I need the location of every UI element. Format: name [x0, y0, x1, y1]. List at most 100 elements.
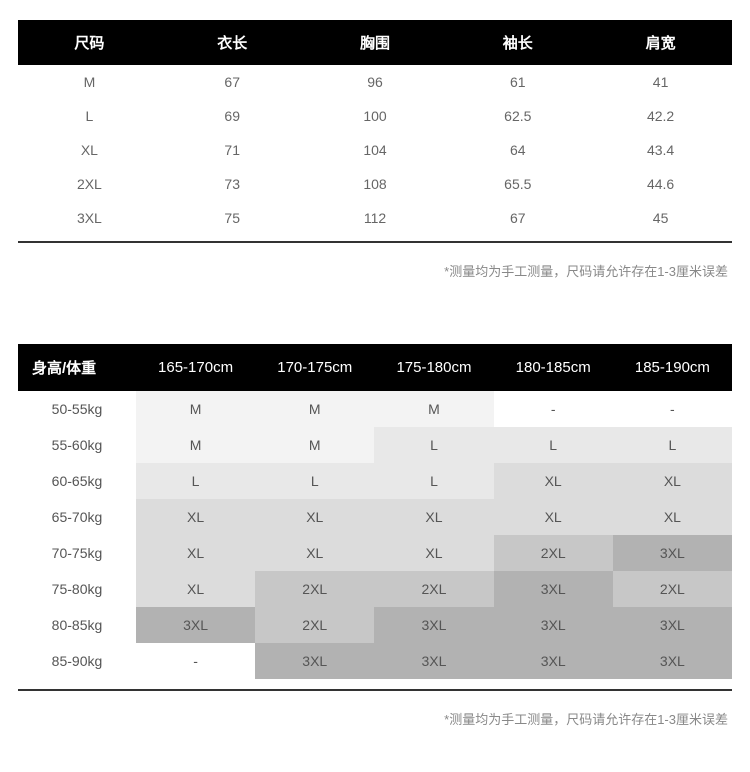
fit-table-cell: M	[136, 391, 255, 427]
fit-table-cell: 2XL	[494, 535, 613, 571]
size-table-row: XL711046443.4	[18, 133, 732, 167]
size-table: 尺码 衣长 胸围 袖长 肩宽 M67966141L6910062.542.2XL…	[18, 20, 732, 235]
fit-table-col-header: 185-190cm	[613, 344, 732, 391]
fit-table-cell: XL	[374, 535, 493, 571]
fit-table-cell: XL	[613, 499, 732, 535]
size-table-cell: 71	[161, 133, 304, 167]
size-table-cell: 42.2	[589, 99, 732, 133]
fit-table-row-header: 55-60kg	[18, 427, 136, 463]
fit-table-col-header: 180-185cm	[494, 344, 613, 391]
size-table-cell: 44.6	[589, 167, 732, 201]
fit-table-cell: XL	[136, 499, 255, 535]
fit-table-row: 65-70kgXLXLXLXLXL	[18, 499, 732, 535]
fit-table-cell: L	[494, 427, 613, 463]
fit-table-row-header: 60-65kg	[18, 463, 136, 499]
size-table-row: L6910062.542.2	[18, 99, 732, 133]
fit-table-cell: 3XL	[374, 643, 493, 679]
fit-table-cell: M	[374, 391, 493, 427]
fit-table-cell: L	[255, 463, 374, 499]
fit-table-row: 75-80kgXL2XL2XL3XL2XL	[18, 571, 732, 607]
fit-table-cell: L	[374, 427, 493, 463]
size-table-header: 胸围	[304, 20, 447, 65]
fit-table-cell: 3XL	[494, 571, 613, 607]
fit-table-cell: XL	[255, 535, 374, 571]
fit-table-cell: 3XL	[494, 643, 613, 679]
fit-table-col-header: 165-170cm	[136, 344, 255, 391]
size-table-cell: 43.4	[589, 133, 732, 167]
size-table-cell: 61	[446, 65, 589, 99]
size-table-cell: 69	[161, 99, 304, 133]
fit-table-cell: 2XL	[374, 571, 493, 607]
fit-table-row-header: 70-75kg	[18, 535, 136, 571]
fit-table-cell: 3XL	[374, 607, 493, 643]
fit-table-row-header: 50-55kg	[18, 391, 136, 427]
fit-table-cell: 2XL	[255, 571, 374, 607]
size-table-cell: 3XL	[18, 201, 161, 235]
fit-table-cell: 3XL	[613, 607, 732, 643]
fit-table-cell: M	[255, 427, 374, 463]
size-table-cell: 100	[304, 99, 447, 133]
fit-table-row-header: 75-80kg	[18, 571, 136, 607]
fit-table-cell: M	[136, 427, 255, 463]
fit-table-cell: -	[494, 391, 613, 427]
fit-table-col-header: 175-180cm	[374, 344, 493, 391]
size-table-row: 3XL751126745	[18, 201, 732, 235]
size-table-cell: 108	[304, 167, 447, 201]
size-table-cell: 67	[446, 201, 589, 235]
size-table-cell: 65.5	[446, 167, 589, 201]
size-table-cell: 75	[161, 201, 304, 235]
fit-table-cell: L	[374, 463, 493, 499]
fit-table-cell: L	[136, 463, 255, 499]
fit-table-header-row: 身高/体重 165-170cm 170-175cm 175-180cm 180-…	[18, 344, 732, 391]
size-table-cell: 73	[161, 167, 304, 201]
size-table-cell: 96	[304, 65, 447, 99]
size-table-header: 袖长	[446, 20, 589, 65]
size-table-cell: 41	[589, 65, 732, 99]
size-table-cell: 112	[304, 201, 447, 235]
fit-table-cell: XL	[494, 499, 613, 535]
size-table-cell: M	[18, 65, 161, 99]
fit-table-cell: XL	[613, 463, 732, 499]
fit-table-cell: 3XL	[136, 607, 255, 643]
fit-table-cell: 3XL	[255, 643, 374, 679]
size-table-header: 肩宽	[589, 20, 732, 65]
size-table-row: M67966141	[18, 65, 732, 99]
fit-table-row: 55-60kgMMLLL	[18, 427, 732, 463]
size-table-cell: L	[18, 99, 161, 133]
size-table-cell: 104	[304, 133, 447, 167]
fit-table-row: 50-55kgMMM--	[18, 391, 732, 427]
fit-table-cell: XL	[255, 499, 374, 535]
measurement-note: *测量均为手工测量，尺码请允许存在1-3厘米误差	[18, 243, 732, 284]
size-table-cell: 45	[589, 201, 732, 235]
fit-table-cell: M	[255, 391, 374, 427]
size-table-header: 尺码	[18, 20, 161, 65]
fit-table-row: 80-85kg3XL2XL3XL3XL3XL	[18, 607, 732, 643]
fit-table-row: 85-90kg-3XL3XL3XL3XL	[18, 643, 732, 679]
size-table-cell: 67	[161, 65, 304, 99]
fit-table-row: 60-65kgLLLXLXL	[18, 463, 732, 499]
fit-table-cell: 3XL	[613, 535, 732, 571]
fit-table-cell: 3XL	[613, 643, 732, 679]
fit-table: 身高/体重 165-170cm 170-175cm 175-180cm 180-…	[18, 344, 732, 679]
fit-table-cell: XL	[136, 571, 255, 607]
fit-table-cell: 3XL	[494, 607, 613, 643]
fit-table-cell: 2XL	[255, 607, 374, 643]
fit-table-row: 70-75kgXLXLXL2XL3XL	[18, 535, 732, 571]
size-table-header-row: 尺码 衣长 胸围 袖长 肩宽	[18, 20, 732, 65]
size-table-cell: 64	[446, 133, 589, 167]
size-table-row: 2XL7310865.544.6	[18, 167, 732, 201]
fit-table-cell: XL	[374, 499, 493, 535]
fit-table-cell: XL	[136, 535, 255, 571]
fit-table-cell: L	[613, 427, 732, 463]
fit-table-row-header: 65-70kg	[18, 499, 136, 535]
fit-table-cell: -	[613, 391, 732, 427]
measurement-note: *测量均为手工测量，尺码请允许存在1-3厘米误差	[18, 691, 732, 732]
fit-table-row-header: 85-90kg	[18, 643, 136, 679]
fit-table-col-header: 170-175cm	[255, 344, 374, 391]
fit-table-cell: 2XL	[613, 571, 732, 607]
size-table-cell: 2XL	[18, 167, 161, 201]
fit-table-row-header: 80-85kg	[18, 607, 136, 643]
fit-table-cell: XL	[494, 463, 613, 499]
size-table-cell: 62.5	[446, 99, 589, 133]
fit-table-cell: -	[136, 643, 255, 679]
